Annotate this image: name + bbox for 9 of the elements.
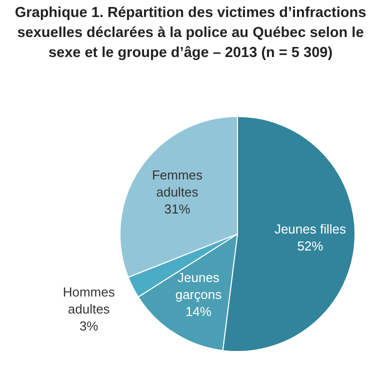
slice-label: Jeunes filles (274, 222, 346, 237)
slice-label: Jeunes garçons (175, 270, 222, 302)
chart-title: Graphique 1. Répartition des victimes d’infractions sexuelles déclarées à la police au Québec selon le sexe et le groupe d’âge – 2013 (n = 5 309) (14, 4, 368, 63)
slice-label: Femmes adultes (152, 168, 204, 200)
data-label: 52% (297, 238, 324, 254)
data-label: 14% (185, 304, 212, 320)
data-label: 31% (164, 202, 191, 217)
data-label: 3% (79, 318, 99, 334)
slice-label: Hommes adultes (62, 284, 116, 316)
